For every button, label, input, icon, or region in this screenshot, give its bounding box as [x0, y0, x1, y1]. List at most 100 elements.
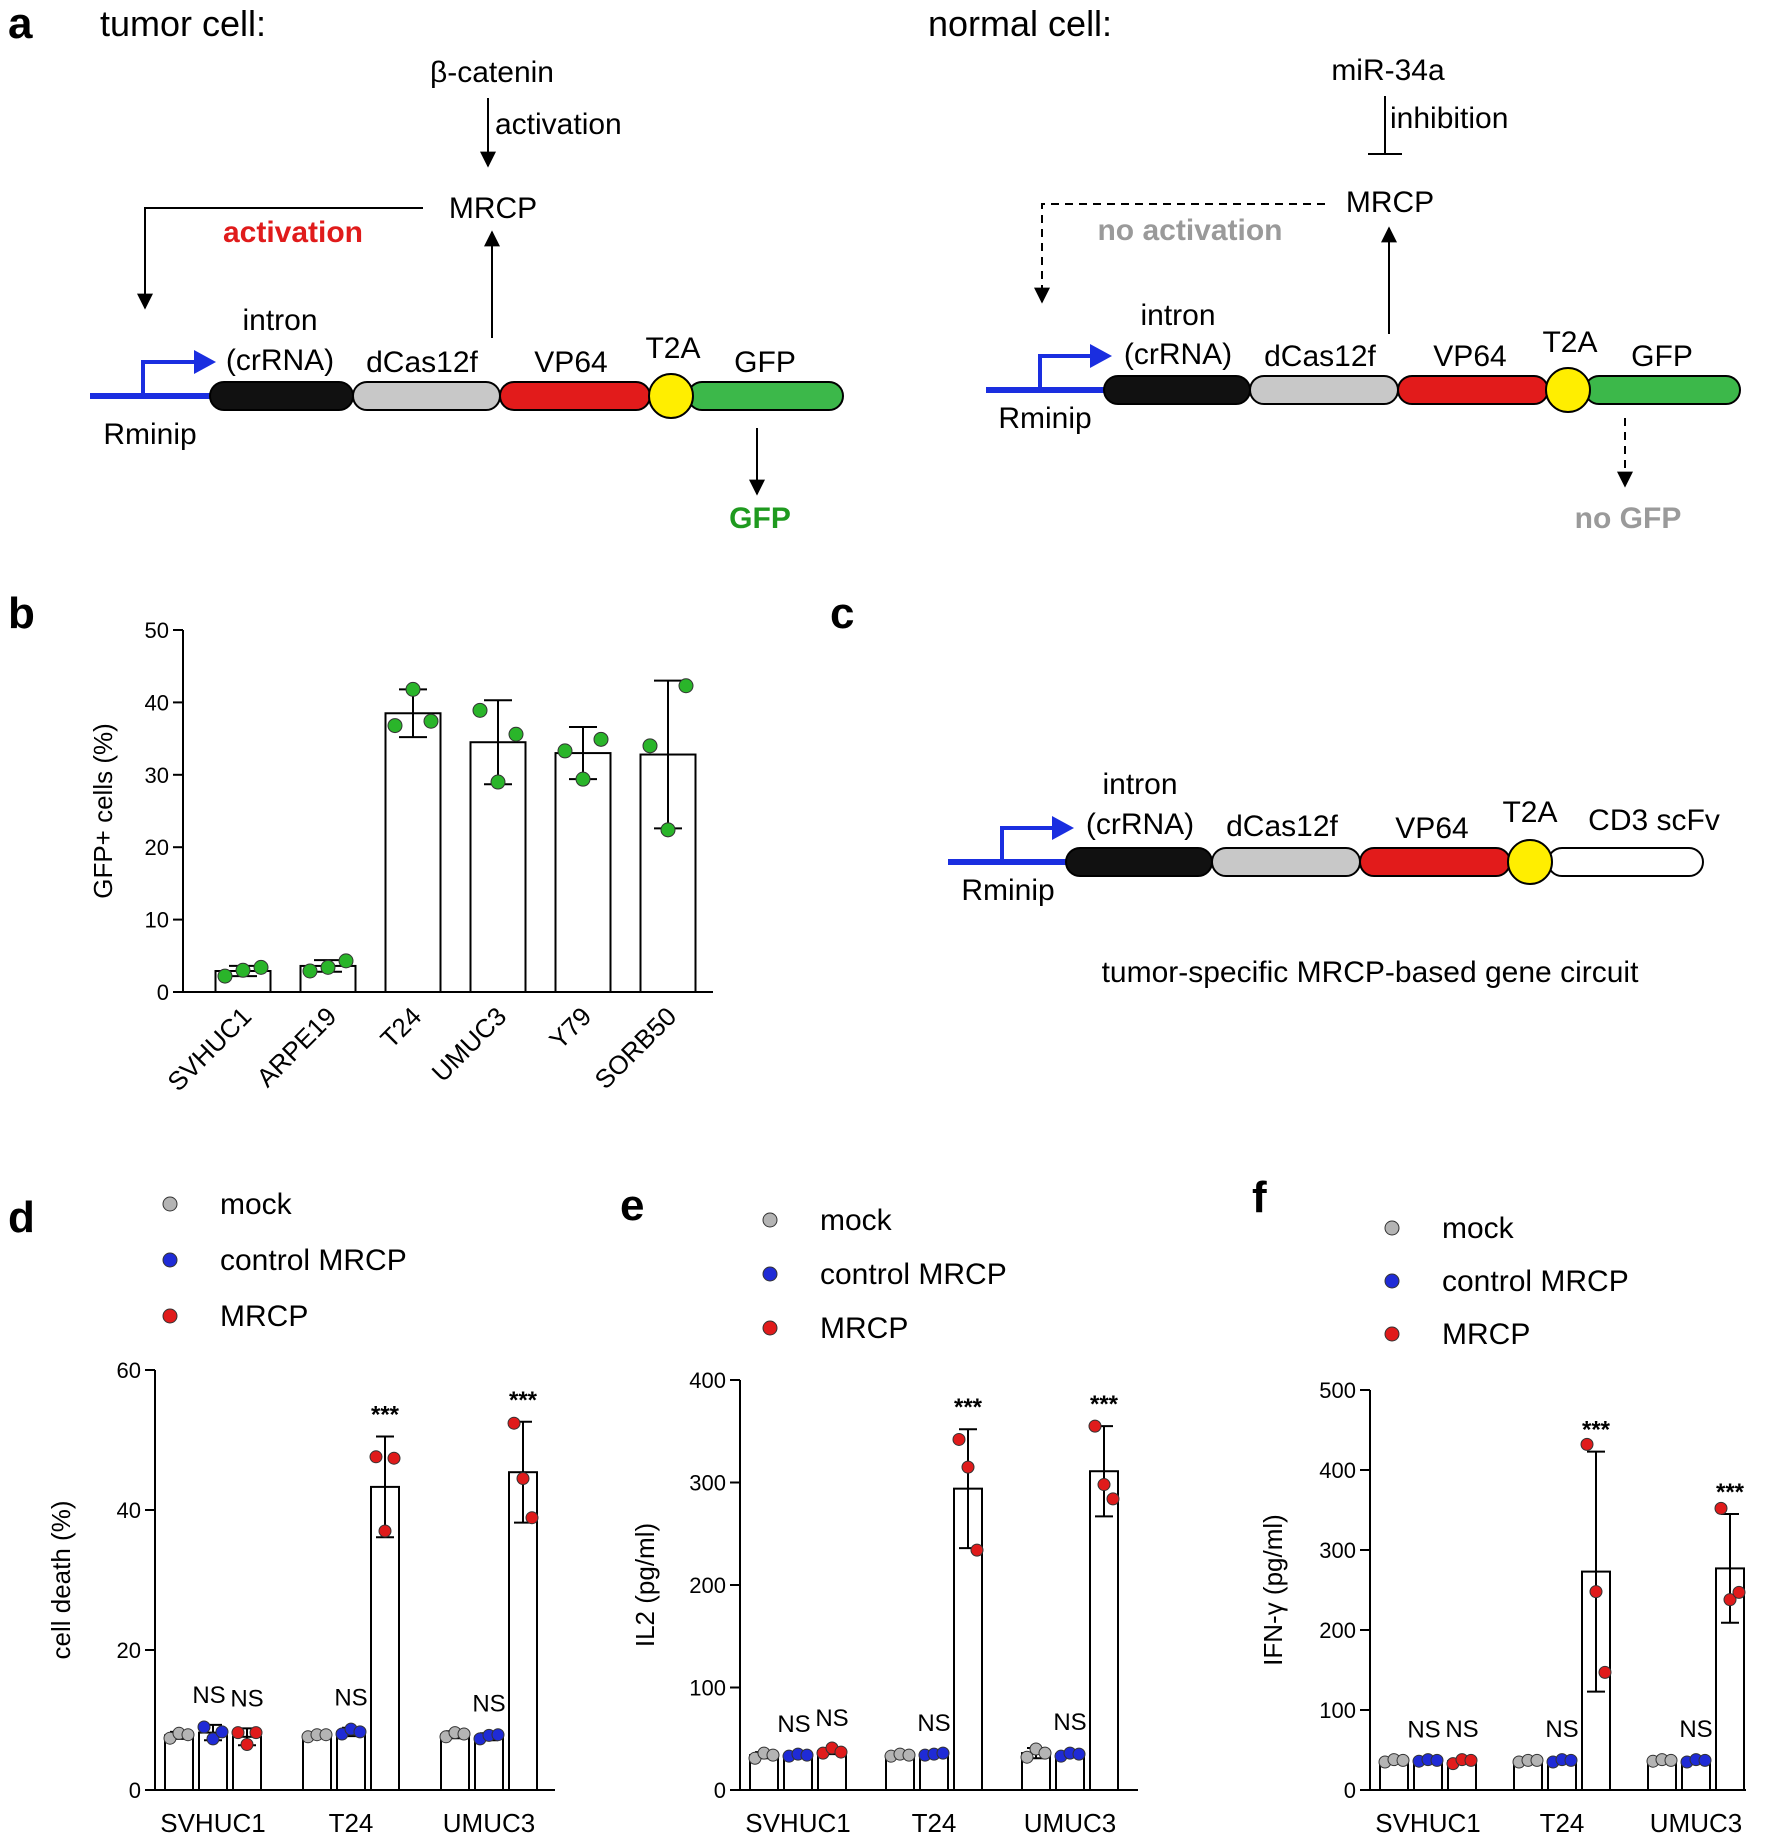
intron-segment: [209, 381, 354, 411]
intron-segment-normal: [1103, 375, 1251, 405]
data-point: [491, 1728, 505, 1742]
legend-label: control MRCP: [220, 1244, 407, 1277]
gfp-output-label: GFP: [729, 502, 791, 535]
promoter-arrow-icon-normal: [1038, 354, 1096, 390]
data-point: [181, 1728, 195, 1742]
significance-label: ***: [509, 1387, 538, 1414]
data-point: [387, 1451, 401, 1465]
x-category-label: SVHUC1: [1375, 1808, 1480, 1838]
data-point: [320, 959, 336, 975]
significance-label: ***: [1090, 1391, 1119, 1418]
x-category-label: UMUC3: [1024, 1808, 1116, 1838]
data-point: [970, 1543, 984, 1557]
intron-label-c: intron: [1102, 768, 1177, 801]
y-tick-label: 50: [145, 618, 169, 643]
data-point: [834, 1745, 848, 1759]
panel-label-f: f: [1252, 1173, 1267, 1222]
significance-label: NS: [1445, 1716, 1478, 1743]
data-point: [215, 1725, 229, 1739]
data-point: [1714, 1501, 1728, 1515]
promoter-arrow-icon: [141, 360, 200, 396]
significance-label: NS: [472, 1690, 505, 1717]
significance-label: NS: [917, 1710, 950, 1737]
significance-label: NS: [1545, 1716, 1578, 1743]
cd3-scfv-segment: [1547, 847, 1704, 877]
legend-label: mock: [820, 1204, 893, 1237]
activation-side-label: activation: [223, 216, 363, 249]
activation-side-arrow: [137, 207, 423, 310]
significance-label: NS: [815, 1705, 848, 1732]
data-point: [516, 1472, 530, 1485]
significance-label: NS: [230, 1685, 263, 1712]
y-tick-label: 400: [1319, 1458, 1356, 1483]
promoter-arrowhead-icon-normal: [1090, 344, 1112, 368]
data-point: [575, 771, 591, 787]
crrna-label: (crRNA): [226, 344, 334, 377]
intron-segment-c: [1065, 847, 1213, 877]
mir34a-label: miR-34a: [1331, 54, 1445, 87]
gfp-label-normal: GFP: [1631, 340, 1693, 373]
normal-cell-title: normal cell:: [928, 3, 1112, 44]
panel-label-b: b: [8, 589, 35, 638]
t2a-circle-c: [1507, 839, 1553, 885]
t2a-circle-normal: [1545, 367, 1591, 413]
y-tick-label: 200: [689, 1573, 726, 1598]
legend-label: mock: [220, 1188, 293, 1221]
x-category-label: Y79: [543, 1001, 597, 1055]
legend-label: control MRCP: [1442, 1265, 1629, 1298]
inhibition-label: inhibition: [1390, 102, 1508, 135]
gfp-segment-normal: [1584, 375, 1741, 405]
legend-marker: [1384, 1326, 1400, 1342]
y-tick-label: 40: [117, 1498, 141, 1523]
data-point: [1598, 1665, 1612, 1679]
gfp-segment: [687, 381, 844, 411]
data-point: [423, 713, 439, 729]
significance-label: NS: [777, 1711, 810, 1738]
gfp-label: GFP: [734, 346, 796, 379]
legend-label: control MRCP: [820, 1258, 1007, 1291]
y-tick-label: 30: [145, 763, 169, 788]
data-point: [217, 968, 233, 984]
significance-label: ***: [954, 1394, 983, 1421]
data-point: [660, 822, 676, 838]
y-tick-label: 500: [1319, 1378, 1356, 1403]
x-category-label: UMUC3: [443, 1808, 535, 1838]
significance-label: ***: [1582, 1417, 1611, 1444]
y-tick-label: 100: [1319, 1698, 1356, 1723]
intron-label-normal: intron: [1140, 299, 1215, 332]
significance-label: NS: [1679, 1716, 1712, 1743]
data-point: [1020, 1750, 1034, 1764]
y-tick-label: 0: [1344, 1778, 1356, 1803]
data-point: [1396, 1753, 1410, 1767]
legend-label: MRCP: [220, 1300, 308, 1333]
rminip-label: Rminip: [103, 418, 196, 451]
data-point: [338, 953, 354, 969]
beta-catenin-label: β-catenin: [430, 56, 554, 89]
data-point: [319, 1728, 333, 1742]
legend-marker: [1384, 1220, 1400, 1236]
data-point: [249, 1726, 263, 1740]
promoter-arrowhead-icon: [194, 350, 216, 374]
crrna-label-c: (crRNA): [1086, 808, 1194, 841]
y-tick-label: 300: [1319, 1538, 1356, 1563]
t2a-label-c: T2A: [1502, 796, 1557, 829]
bar: [302, 1734, 332, 1792]
bar: [1089, 1470, 1119, 1791]
y-tick-label: 20: [145, 835, 169, 860]
legend-marker: [762, 1212, 778, 1228]
mrcp-label-normal: MRCP: [1346, 186, 1434, 219]
t2a-label: T2A: [645, 332, 700, 365]
data-point: [1698, 1753, 1712, 1767]
data-point: [525, 1511, 539, 1525]
data-point: [378, 1524, 392, 1538]
significance-label: NS: [1053, 1709, 1086, 1736]
circuit-caption: tumor-specific MRCP-based gene circuit: [1102, 956, 1640, 989]
data-point: [1664, 1753, 1678, 1767]
vp64-label: VP64: [534, 346, 607, 379]
data-point: [302, 963, 318, 979]
dcas12f-label: dCas12f: [366, 346, 478, 379]
data-point: [490, 774, 506, 790]
data-point: [1732, 1585, 1746, 1599]
